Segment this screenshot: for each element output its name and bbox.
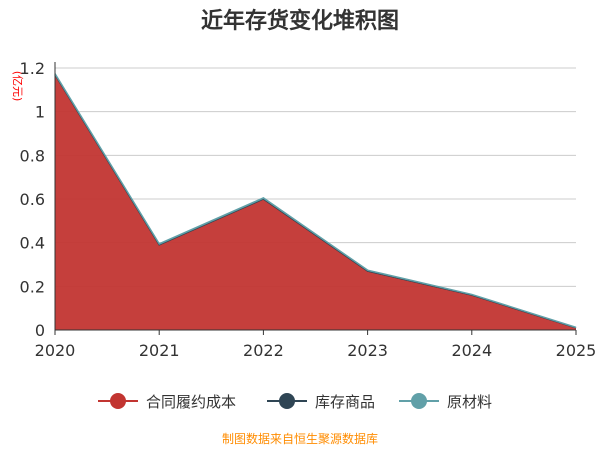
x-tick-label: 2021 (139, 341, 180, 360)
legend-label: 合同履约成本 (146, 393, 236, 411)
legend-marker (411, 393, 427, 409)
y-tick-labels: 0 0.2 0.4 0.6 0.8 1 1.2 (20, 59, 45, 340)
legend-marker (110, 393, 126, 409)
y-axis-label: (亿元) (11, 71, 24, 102)
x-tick-label: 2020 (35, 341, 76, 360)
line-series-2 (54, 73, 577, 329)
legend-label: 原材料 (447, 393, 492, 411)
x-tick-label: 2025 (556, 341, 597, 360)
y-tick-label: 1.2 (20, 59, 45, 78)
y-tick-label: 0.2 (20, 277, 45, 296)
chart-title: 近年存货变化堆积图 (201, 8, 399, 34)
x-tick-label: 2022 (243, 341, 284, 360)
legend-item[interactable]: 合同履约成本 (98, 393, 236, 411)
y-tick-label: 0.4 (20, 234, 45, 253)
y-tick-label: 0.6 (20, 190, 45, 209)
legend-item[interactable]: 原材料 (399, 393, 492, 411)
legend: 合同履约成本 库存商品 原材料 (98, 393, 492, 411)
legend-label: 库存商品 (315, 393, 375, 411)
y-tick-label: 1 (35, 103, 45, 122)
legend-item[interactable]: 库存商品 (267, 393, 375, 411)
y-tick-label: 0 (35, 321, 45, 340)
legend-marker (279, 393, 295, 409)
area-series-0 (55, 74, 576, 330)
stacked-areas (54, 73, 577, 330)
x-tick-label: 2024 (451, 341, 492, 360)
x-tick-labels: 2020 2021 2022 2023 2024 2025 (35, 330, 597, 360)
y-tick-label: 0.8 (20, 146, 45, 165)
x-tick-label: 2023 (347, 341, 388, 360)
axes (54, 62, 576, 331)
source-note: 制图数据来自恒生聚源数据库 (222, 431, 378, 446)
